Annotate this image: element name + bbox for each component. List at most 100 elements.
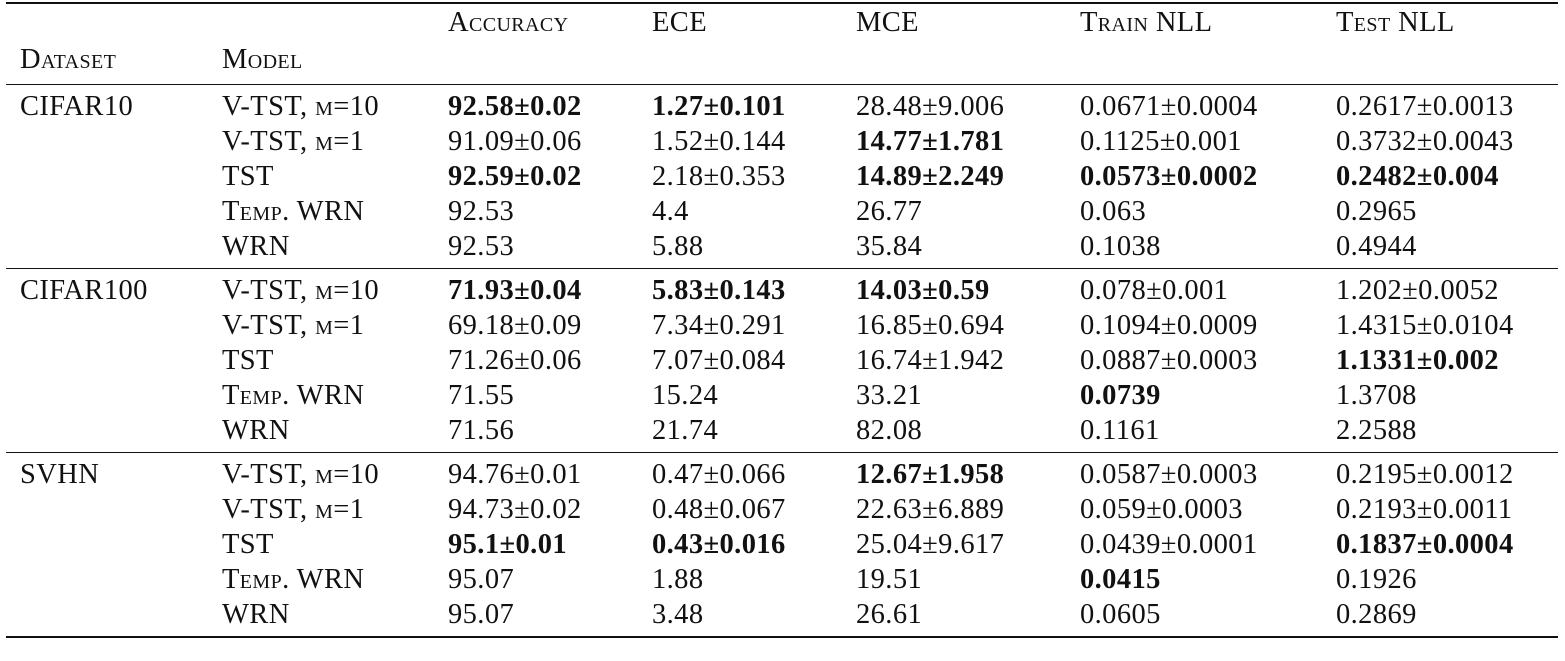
model-cell: V-TST, m=1: [208, 492, 434, 527]
mce-cell: 19.51: [856, 564, 923, 595]
test-nll-cell: 1.202±0.0052: [1336, 275, 1499, 306]
model-cell: WRN: [208, 597, 434, 637]
model-cell: WRN: [208, 413, 434, 453]
model-variant: m=1: [315, 126, 365, 157]
ece-cell: 5.88: [652, 231, 704, 262]
mce-cell: 33.21: [856, 380, 923, 411]
train-nll-cell: 0.078±0.001: [1080, 275, 1229, 306]
accuracy-cell: 71.56: [448, 415, 515, 446]
model-variant: m=10: [315, 459, 380, 490]
header-test-nll: Test NLL: [1322, 2, 1558, 41]
ece-cell: 1.27±0.101: [652, 91, 786, 122]
test-nll-cell: 0.3732±0.0043: [1336, 126, 1514, 157]
dataset-cell: [6, 492, 208, 527]
train-nll-cell: 0.059±0.0003: [1080, 494, 1243, 525]
ece-cell: 5.83±0.143: [652, 275, 786, 306]
header-spacer: [638, 41, 842, 85]
test-nll-cell: 0.1926: [1336, 564, 1417, 595]
mce-cell: 14.89±2.249: [856, 161, 1005, 192]
ece-cell: 1.52±0.144: [652, 126, 786, 157]
train-nll-cell: 0.0587±0.0003: [1080, 459, 1258, 490]
mce-cell: 16.74±1.942: [856, 345, 1005, 376]
dataset-cell: [6, 378, 208, 413]
table-row: Temp. WRN 71.55 15.24 33.21 0.0739 1.3708: [6, 378, 1558, 413]
model-variant: m=1: [315, 494, 365, 525]
model-name: V-TST,: [222, 91, 316, 122]
mce-cell: 26.77: [856, 196, 923, 227]
table-row: CIFAR100 V-TST, m=10 71.93±0.04 5.83±0.143 1…: [6, 269, 1558, 309]
mce-cell: 28.48±9.006: [856, 91, 1005, 122]
model-name: V-TST,: [222, 275, 316, 306]
dataset-cell: [6, 527, 208, 562]
mce-cell: 82.08: [856, 415, 923, 446]
table-row: TST 71.26±0.06 7.07±0.084 16.74±1.942 0.0887…: [6, 343, 1558, 378]
header-row-bottom: Dataset Model: [6, 41, 1558, 85]
accuracy-cell: 95.07: [448, 564, 515, 595]
dataset-cell: SVHN: [20, 459, 100, 490]
mce-cell: 25.04±9.617: [856, 529, 1005, 560]
model-variant: Temp.: [222, 196, 290, 227]
model-name: V-TST,: [222, 126, 316, 157]
model-cell: V-TST, m=10: [208, 85, 434, 125]
ece-cell: 0.43±0.016: [652, 529, 786, 560]
dataset-cell: CIFAR10: [20, 91, 134, 122]
model-name: TST: [222, 345, 274, 376]
mce-cell: 14.77±1.781: [856, 126, 1005, 157]
accuracy-cell: 92.59±0.02: [448, 161, 582, 192]
dataset-cell: [6, 308, 208, 343]
accuracy-cell: 95.1±0.01: [448, 529, 567, 560]
mce-cell: 16.85±0.694: [856, 310, 1005, 341]
header-model: Model: [222, 44, 303, 75]
accuracy-cell: 71.55: [448, 380, 515, 411]
test-nll-cell: 1.4315±0.0104: [1336, 310, 1514, 341]
model-cell: TST: [208, 527, 434, 562]
dataset-cell: [6, 343, 208, 378]
test-nll-cell: 0.1837±0.0004: [1336, 529, 1514, 560]
model-cell: Temp. WRN: [208, 562, 434, 597]
dataset-cell: [6, 124, 208, 159]
model-name-tail: WRN: [289, 380, 365, 411]
dataset-group: CIFAR100 V-TST, m=10 71.93±0.04 5.83±0.143 1…: [6, 268, 1558, 453]
model-name-tail: WRN: [289, 196, 365, 227]
test-nll-cell: 0.4944: [1336, 231, 1417, 262]
accuracy-cell: 69.18±0.09: [448, 310, 582, 341]
model-name-tail: WRN: [289, 564, 365, 595]
ece-cell: 7.34±0.291: [652, 310, 786, 341]
header-spacer: [842, 41, 1066, 85]
ece-cell: 3.48: [652, 599, 704, 630]
model-name: WRN: [222, 599, 290, 630]
train-nll-cell: 0.0573±0.0002: [1080, 161, 1258, 192]
accuracy-cell: 71.93±0.04: [448, 275, 582, 306]
dataset-group: CIFAR10 V-TST, m=10 92.58±0.02 1.27±0.101 28…: [6, 84, 1558, 269]
test-nll-cell: 2.2588: [1336, 415, 1417, 446]
train-nll-cell: 0.0887±0.0003: [1080, 345, 1258, 376]
mce-cell: 12.67±1.958: [856, 459, 1005, 490]
ece-cell: 4.4: [652, 196, 689, 227]
dataset-cell: [6, 159, 208, 194]
table-row: WRN 71.56 21.74 82.08 0.1161 2.2588: [6, 413, 1558, 453]
mce-cell: 35.84: [856, 231, 923, 262]
model-cell: TST: [208, 159, 434, 194]
test-nll-cell: 0.2965: [1336, 196, 1417, 227]
model-name: V-TST,: [222, 459, 316, 490]
model-cell: V-TST, m=10: [208, 269, 434, 309]
test-nll-cell: 0.2193±0.0011: [1336, 494, 1513, 525]
table-row: CIFAR10 V-TST, m=10 92.58±0.02 1.27±0.101 28…: [6, 85, 1558, 125]
model-name: TST: [222, 529, 274, 560]
accuracy-cell: 95.07: [448, 599, 515, 630]
mce-cell: 14.03±0.59: [856, 275, 990, 306]
table-row: Temp. WRN 95.07 1.88 19.51 0.0415 0.1926: [6, 562, 1558, 597]
table-row: WRN 92.53 5.88 35.84 0.1038 0.4944: [6, 229, 1558, 269]
train-nll-cell: 0.0739: [1080, 380, 1161, 411]
model-variant: m=1: [315, 310, 365, 341]
model-name: TST: [222, 161, 274, 192]
accuracy-cell: 92.58±0.02: [448, 91, 582, 122]
results-table-container: Accuracy ECE MCE Train NLL Test NLL Data…: [6, 2, 1558, 638]
table-row: TST 92.59±0.02 2.18±0.353 14.89±2.249 0.0573…: [6, 159, 1558, 194]
accuracy-cell: 94.76±0.01: [448, 459, 582, 490]
train-nll-cell: 0.1038: [1080, 231, 1161, 262]
model-cell: Temp. WRN: [208, 378, 434, 413]
dataset-cell: CIFAR100: [20, 275, 148, 306]
train-nll-cell: 0.1094±0.0009: [1080, 310, 1258, 341]
model-cell: WRN: [208, 229, 434, 269]
